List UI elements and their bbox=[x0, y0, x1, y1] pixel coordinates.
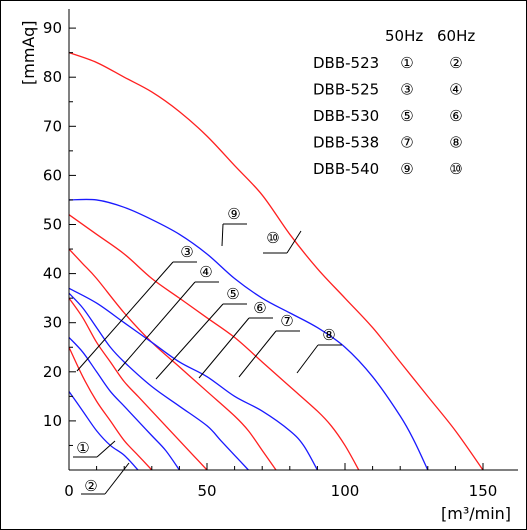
leader-line-9 bbox=[221, 223, 224, 247]
legend-50hz-mark: ⑦ bbox=[400, 134, 413, 152]
curve-8 bbox=[68, 214, 360, 471]
x-axis-label: [m³/min] bbox=[441, 504, 511, 523]
leader-line-2 bbox=[104, 462, 130, 495]
legend-model: DBB-530 bbox=[313, 107, 379, 125]
x-tick-label: 0 bbox=[64, 482, 74, 500]
legend-60hz-mark: ⑥ bbox=[449, 107, 462, 125]
legend-50hz-mark: ① bbox=[400, 54, 413, 72]
curve-7 bbox=[68, 287, 318, 471]
callout-label-10: ⑩ bbox=[266, 229, 279, 247]
curve-5 bbox=[68, 292, 249, 471]
x-tick-label: 150 bbox=[469, 482, 498, 500]
y-axis-label: [mmAq] bbox=[19, 21, 38, 85]
legend-model: DBB-525 bbox=[313, 81, 379, 99]
legend-60hz-mark: ⑧ bbox=[449, 134, 462, 152]
y-tick-label: 20 bbox=[43, 363, 62, 381]
x-tick-label: 100 bbox=[331, 482, 360, 500]
legend-model: DBB-523 bbox=[313, 54, 379, 72]
leader-line-4 bbox=[117, 281, 196, 372]
x-tick-label: 50 bbox=[197, 482, 216, 500]
legend-50hz-mark: ⑤ bbox=[400, 107, 413, 125]
y-tick-label: 90 bbox=[43, 19, 62, 37]
series-layer bbox=[68, 52, 484, 471]
callout-label-2: ② bbox=[84, 477, 97, 495]
callout-label-5: ⑤ bbox=[226, 285, 239, 303]
callout-label-9: ⑨ bbox=[227, 205, 240, 223]
leader-line-3 bbox=[76, 261, 174, 372]
legend-60hz-mark: ② bbox=[449, 54, 462, 72]
callout-label-6: ⑥ bbox=[253, 299, 266, 317]
legend-header-60hz: 60Hz bbox=[437, 27, 475, 45]
legend-60hz-mark: ⑩ bbox=[449, 160, 462, 178]
legend-50hz-mark: ⑨ bbox=[400, 160, 413, 178]
callout-label-8: ⑧ bbox=[322, 326, 335, 344]
legend-header-50hz: 50Hz bbox=[385, 27, 423, 45]
curve-2 bbox=[68, 346, 153, 471]
curve-3 bbox=[68, 336, 180, 471]
callout-label-4: ④ bbox=[199, 263, 212, 281]
y-tick-label: 10 bbox=[43, 412, 62, 430]
y-tick-label: 70 bbox=[43, 117, 62, 135]
leader-line-8 bbox=[296, 344, 319, 374]
legend-60hz-mark: ④ bbox=[449, 81, 462, 99]
leader-line-7 bbox=[238, 330, 277, 378]
axes-layer bbox=[68, 9, 518, 471]
leader-line-10 bbox=[286, 230, 302, 254]
legend-model: DBB-540 bbox=[313, 160, 379, 178]
leader-line-5 bbox=[155, 303, 224, 380]
legend-model: DBB-538 bbox=[313, 134, 379, 152]
curve-10 bbox=[68, 52, 484, 471]
y-tick-label: 50 bbox=[43, 216, 62, 234]
curve-4 bbox=[68, 297, 208, 471]
leader-line-1 bbox=[96, 440, 116, 458]
ticks-layer: 10 20 30 40 50 60 70 80 90 0 50 100 150 bbox=[43, 19, 497, 500]
leader-line-6 bbox=[198, 317, 250, 379]
callout-label-1: ① bbox=[76, 439, 89, 457]
curve-6 bbox=[68, 248, 277, 471]
curve-9 bbox=[68, 198, 429, 471]
y-tick-label: 40 bbox=[43, 265, 62, 283]
curve-1 bbox=[68, 391, 139, 471]
y-tick-label: 80 bbox=[43, 68, 62, 86]
callout-label-7: ⑦ bbox=[280, 312, 293, 330]
legend-rows: DBB-523 ① ② DBB-525 ③ ④ DBB-530 ⑤ ⑥ DBB-538 ⑦ ⑧ DBB-… bbox=[313, 54, 463, 178]
leader-layer bbox=[73, 223, 342, 495]
y-tick-label: 30 bbox=[43, 314, 62, 332]
callout-label-3: ③ bbox=[180, 243, 193, 261]
y-tick-label: 60 bbox=[43, 166, 62, 184]
legend-50hz-mark: ③ bbox=[400, 81, 413, 99]
